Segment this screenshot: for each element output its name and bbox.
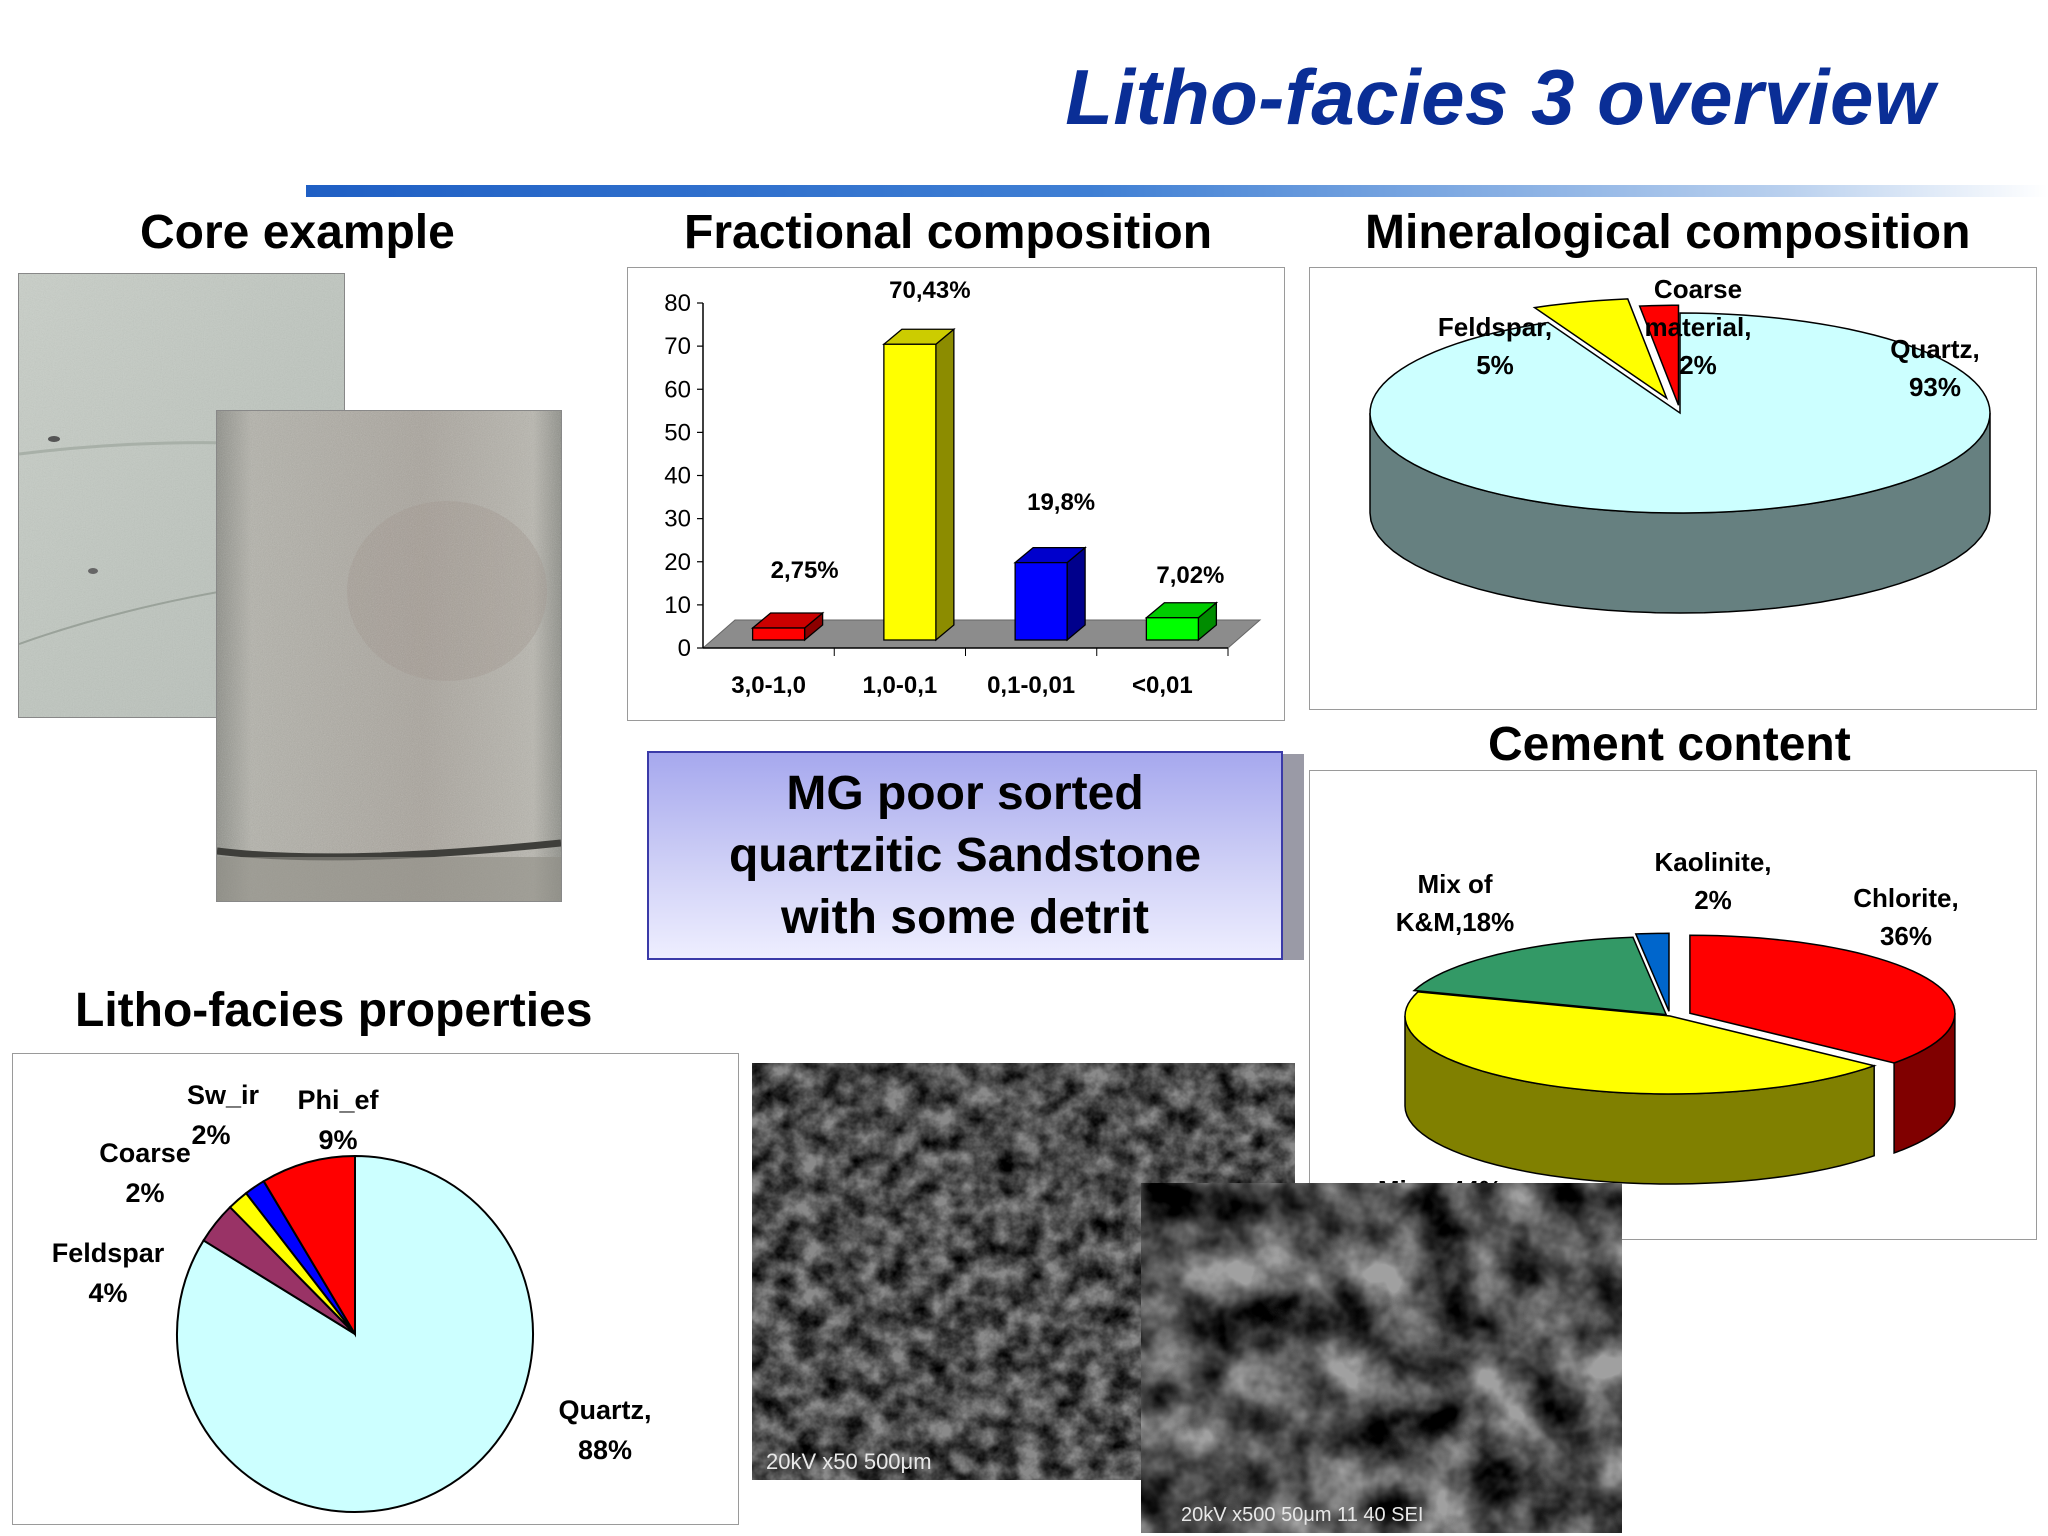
- cement-content-chart: Chlorite,36%Mica, 44%Mix ofK&M,18%Kaolin…: [1309, 770, 2037, 1240]
- pie-label-value: 9%: [318, 1125, 357, 1155]
- bar-side: [1066, 546, 1086, 642]
- pie-label: Quartz,: [558, 1395, 651, 1425]
- pie-slice-4: [1634, 932, 1670, 1012]
- lithology-summary-box: MG poor sorted quartzitic Sandstone with…: [647, 751, 1283, 960]
- core-example-heading: Core example: [140, 206, 455, 259]
- x-tick-label: 3,0-1,0: [731, 672, 806, 699]
- sem-image-2: 20kV x500 50μm 11 40 SEI: [1141, 1183, 1622, 1533]
- bar-1: [751, 627, 806, 641]
- pie-label: Mix of K&M,18%: [1396, 869, 1514, 937]
- fractional-composition-chart: 0 10 20 30 40 50 60 70 80 2,75% 3,0-1,0 70,43% 1,0-0…: [627, 267, 1285, 721]
- y-tick-label: 30: [664, 506, 691, 533]
- pie-label-value: 88%: [578, 1435, 632, 1465]
- mineralogical-composition-chart: Quartz, 93% Feldspar, 5% Coarse material, 2%: [1309, 267, 2037, 710]
- pie-slice-2: [1404, 991, 1877, 1095]
- pie-label: Feldspar: [52, 1238, 165, 1268]
- y-tick-label: 40: [664, 463, 691, 490]
- slide-title: Litho-facies 3 overview: [1065, 53, 1935, 141]
- y-tick-label: 70: [664, 333, 691, 360]
- x-tick-label: <0,01: [1132, 672, 1193, 699]
- y-tick-label: 10: [664, 592, 691, 619]
- pie-label: Quartz,: [1890, 334, 1980, 364]
- pie-label: Sw_ir: [187, 1080, 260, 1110]
- y-tick-label: 20: [664, 549, 691, 576]
- bar-2: [883, 343, 937, 641]
- bar-data-label: 2,75%: [771, 557, 839, 584]
- pie-label: Coarse: [99, 1138, 191, 1168]
- sem-scale-label-1: 20kV x50 500μm: [766, 1449, 932, 1474]
- lithology-summary-text: MG poor sorted quartzitic Sandstone with…: [728, 766, 1202, 944]
- cement-content-heading: Cement content: [1488, 718, 1851, 771]
- pie-slice-2: [1532, 298, 1669, 401]
- pie-label: 2%: [1694, 885, 1732, 915]
- bar-3: [1014, 561, 1068, 641]
- pie-slice-3: [1412, 936, 1668, 1016]
- pie-label-value: 2%: [191, 1120, 230, 1150]
- pie-slice-1: [1689, 934, 1956, 1064]
- pie-slice-5: [262, 1154, 356, 1338]
- pie-label: 2%: [1679, 350, 1717, 380]
- bar-data-label: 70,43%: [889, 277, 970, 304]
- pie-label: 93%: [1909, 372, 1961, 402]
- litho-facies-properties-heading: Litho-facies properties: [75, 984, 593, 1037]
- pie-slice-1: [1369, 312, 1991, 514]
- fractional-composition-heading: Fractional composition: [684, 206, 1213, 259]
- pie-label: Feldspar,: [1438, 312, 1552, 342]
- pie-label: Phi_ef: [297, 1085, 379, 1115]
- pie-label: Chlorite,: [1853, 883, 1958, 913]
- pie-slice-3: [1638, 304, 1680, 406]
- pie-label-value: 4%: [88, 1278, 127, 1308]
- y-tick-label: 50: [664, 419, 691, 446]
- pie-label: 36%: [1880, 921, 1932, 951]
- litho-facies-properties-chart: Quartz,88%Feldspar4%Coarse2%Sw_ir2%Phi_e…: [12, 1053, 739, 1525]
- pie-label-value: 2%: [125, 1178, 164, 1208]
- x-tick-label: 1,0-0,1: [863, 672, 938, 699]
- bar-data-label: 7,02%: [1156, 562, 1224, 589]
- y-tick-label: 60: [664, 376, 691, 403]
- pie-label: Kaolinite,: [1654, 847, 1771, 877]
- core-photo-2: [216, 410, 562, 902]
- title-divider: [306, 185, 2048, 197]
- pie-slice-1: [176, 1154, 534, 1513]
- sem-scale-label-2: 20kV x500 50μm 11 40 SEI: [1181, 1504, 1423, 1526]
- bar-4: [1145, 617, 1200, 641]
- bar-data-label: 19,8%: [1027, 489, 1095, 516]
- y-tick-label: 0: [678, 635, 691, 662]
- y-tick-label: 80: [664, 290, 691, 317]
- x-tick-label: 0,1-0,01: [987, 672, 1075, 699]
- mineralogical-composition-heading: Mineralogical composition: [1365, 206, 1971, 259]
- pie-label: Coarse material,: [1645, 274, 1752, 342]
- pie-label: 5%: [1476, 350, 1514, 380]
- bar-side: [935, 327, 955, 642]
